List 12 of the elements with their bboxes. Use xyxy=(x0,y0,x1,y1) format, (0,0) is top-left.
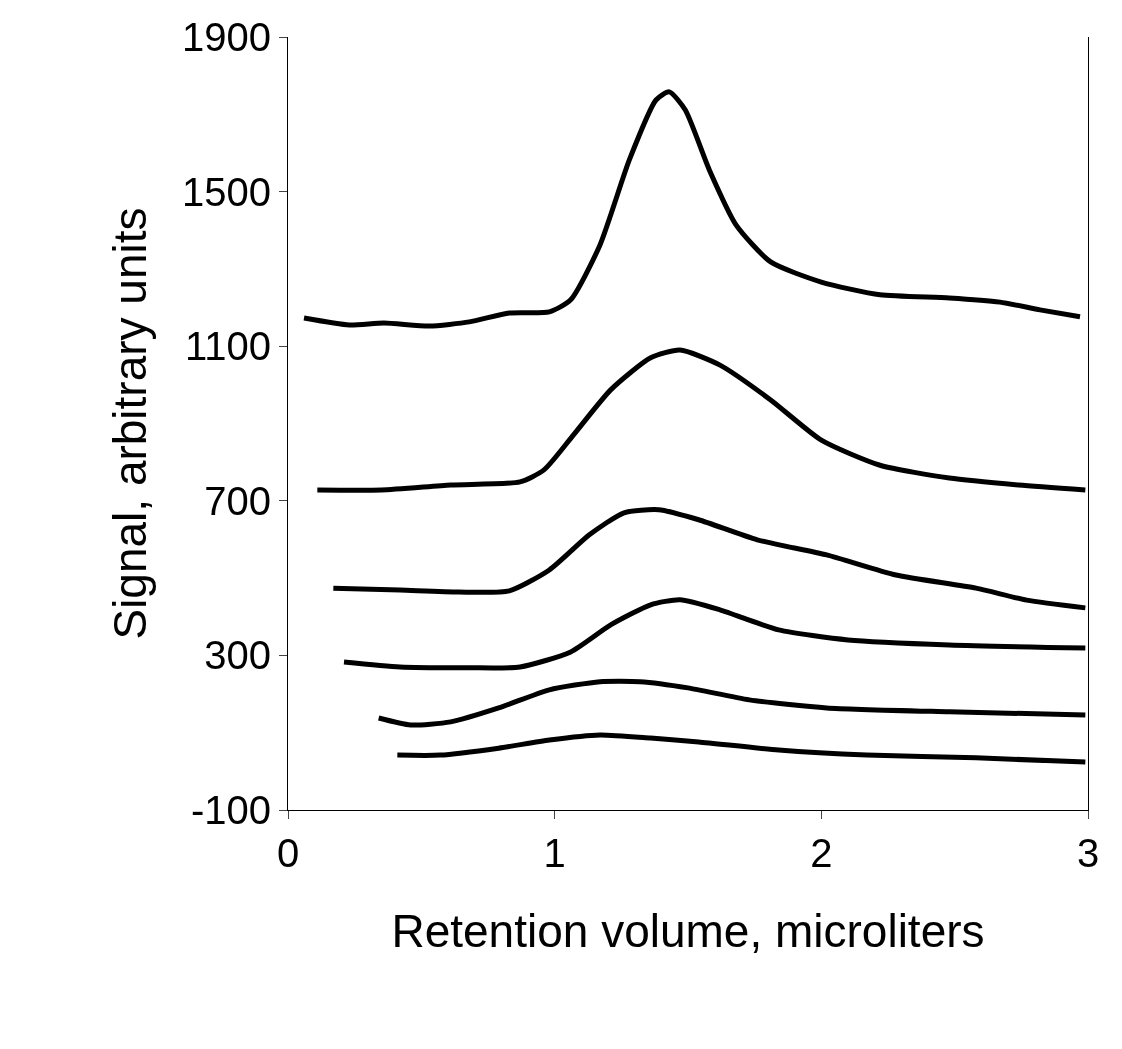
y-tick-label: 1100 xyxy=(184,324,271,369)
x-axis-title: Retention volume, microliters xyxy=(391,904,985,957)
x-tick-label: 1 xyxy=(543,831,566,875)
y-tick-label: 1500 xyxy=(182,169,271,214)
x-tick-label: 2 xyxy=(810,831,833,875)
y-axis-title: Signal, arbitrary units xyxy=(104,207,157,640)
y-tick-label: 700 xyxy=(204,478,271,523)
y-tick-label: -100 xyxy=(190,788,271,832)
y-tick-label: 1900 xyxy=(182,15,271,59)
x-tick-label: 3 xyxy=(1076,831,1100,875)
y-tick-label: 300 xyxy=(204,633,271,678)
x-tick-label: 0 xyxy=(276,831,300,875)
